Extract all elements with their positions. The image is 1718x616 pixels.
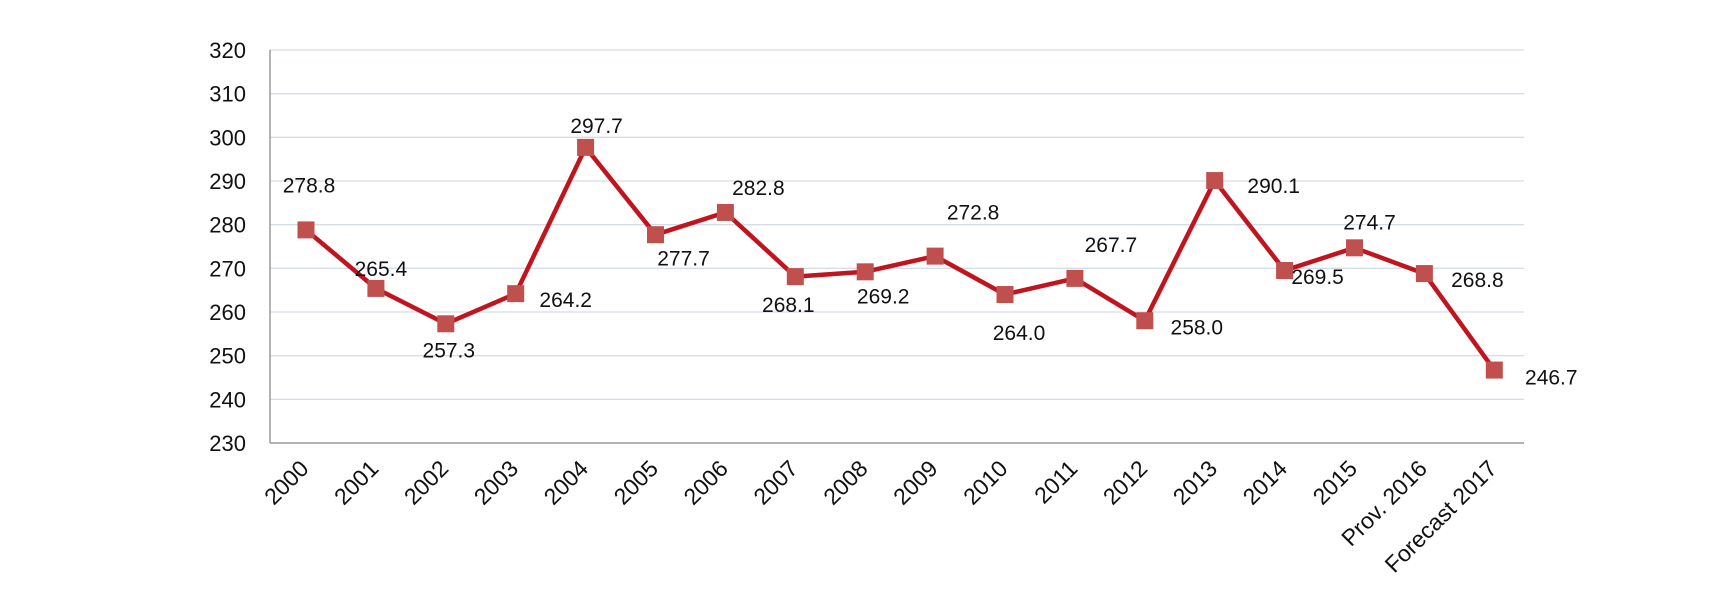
marker-11	[1066, 269, 1084, 287]
data-label-2: 257.3	[423, 339, 476, 362]
y-tick-label-230: 230	[209, 431, 246, 456]
marker-17	[1485, 361, 1503, 379]
marker-0	[297, 221, 315, 239]
marker-8	[856, 263, 874, 281]
x-tick-label-11: 2011	[1029, 455, 1082, 508]
axes	[269, 50, 1524, 444]
x-tick-label-7: 2007	[748, 455, 803, 510]
marker-6	[716, 203, 734, 221]
x-tick-label-0: 2000	[259, 455, 314, 510]
marker-14	[1276, 262, 1294, 280]
series-line	[304, 145, 1497, 372]
data-label-8: 269.2	[857, 285, 910, 308]
y-tick-label-250: 250	[209, 344, 246, 369]
y-tick-label-290: 290	[209, 169, 246, 194]
x-tick-label-15: 2015	[1307, 455, 1362, 510]
y-tick-label-260: 260	[209, 300, 246, 325]
x-tick-label-4: 2004	[539, 455, 594, 510]
data-label-11: 267.7	[1085, 234, 1138, 257]
y-tick-label-310: 310	[209, 82, 246, 107]
data-label-12: 258.0	[1171, 316, 1224, 339]
data-label-3: 264.2	[539, 289, 592, 312]
y-axis-ticks: 230 240 250 260 270 280 290 300 310 320	[209, 38, 246, 456]
marker-7	[786, 268, 804, 286]
data-label-17: 246.7	[1525, 367, 1578, 390]
data-label-5: 277.7	[657, 247, 710, 270]
data-label-13: 290.1	[1247, 175, 1300, 198]
gridlines	[270, 49, 1524, 400]
marker-5	[647, 226, 664, 244]
x-tick-label-6: 2006	[678, 455, 733, 510]
marker-3	[507, 285, 525, 303]
marker-16	[1415, 265, 1433, 283]
data-label-6: 282.8	[732, 177, 785, 200]
data-label-9: 272.8	[947, 202, 1000, 225]
marker-12	[1136, 312, 1154, 330]
data-labels: 278.8 265.4 257.3 264.2 297.7 277.7 282.8 268.1…	[283, 115, 1578, 390]
data-label-7: 268.1	[762, 294, 815, 317]
x-tick-label-14: 2014	[1238, 455, 1293, 510]
data-label-1: 265.4	[355, 258, 408, 281]
data-label-4: 297.7	[570, 115, 623, 138]
marker-10	[996, 286, 1014, 304]
y-tick-label-300: 300	[209, 125, 246, 150]
x-tick-label-12: 2012	[1098, 455, 1153, 510]
x-tick-label-5: 2005	[608, 455, 663, 510]
marker-2	[437, 315, 455, 333]
x-tick-label-10: 2010	[958, 455, 1013, 510]
marker-13	[1206, 172, 1224, 190]
data-label-0: 278.8	[283, 174, 336, 197]
y-tick-label-240: 240	[209, 387, 246, 412]
x-tick-label-3: 2003	[469, 455, 524, 510]
x-tick-label-2: 2002	[399, 455, 454, 510]
data-label-15: 274.7	[1343, 211, 1396, 234]
x-tick-label-9: 2009	[888, 455, 943, 510]
marker-9	[926, 247, 944, 265]
x-tick-label-13: 2013	[1168, 455, 1223, 510]
y-tick-label-270: 270	[209, 256, 246, 281]
data-label-10: 264.0	[993, 322, 1046, 345]
marker-1	[367, 279, 385, 297]
x-tick-label-1: 2001	[329, 455, 384, 510]
data-label-16: 268.8	[1451, 269, 1504, 292]
x-tick-label-8: 2008	[818, 455, 873, 510]
y-tick-label-280: 280	[209, 213, 246, 238]
marker-4	[577, 138, 595, 156]
data-label-14: 269.5	[1291, 266, 1344, 289]
y-tick-label-320: 320	[209, 38, 246, 63]
x-axis-ticks: 2000 2001 2002 2003 2004 2005 2006 2007 2008 2009…	[259, 455, 1502, 577]
marker-15	[1346, 239, 1363, 257]
series	[297, 138, 1503, 379]
